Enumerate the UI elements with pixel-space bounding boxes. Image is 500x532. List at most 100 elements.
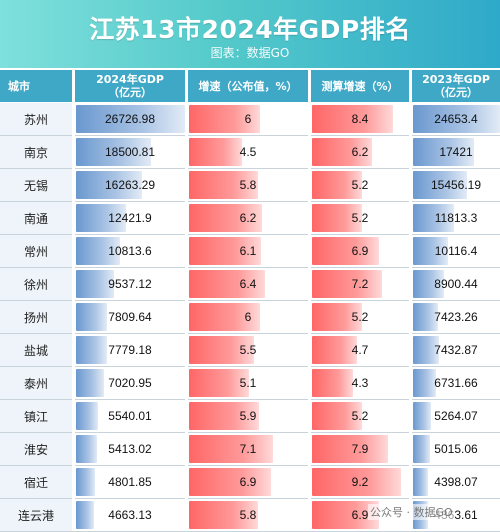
growth-bar bbox=[189, 303, 260, 331]
gdp2023-value: 5015.06 bbox=[434, 442, 478, 456]
calc-growth-bar bbox=[312, 435, 388, 463]
calc-growth-value: 7.2 bbox=[351, 277, 369, 291]
growth-value: 6.2 bbox=[239, 211, 257, 225]
gdp2024-value: 4801.85 bbox=[108, 475, 152, 489]
page-subtitle: 图表：数据GO bbox=[210, 46, 290, 60]
gdp2024-bar bbox=[76, 435, 97, 463]
gdp2024-value: 5413.02 bbox=[108, 442, 152, 456]
gdp2023-value: 6731.66 bbox=[434, 376, 478, 390]
title-banner: 江苏13市2024年GDP排名 图表：数据GO bbox=[0, 0, 500, 68]
gdp2024-value: 7020.95 bbox=[108, 376, 152, 390]
row-divider bbox=[0, 234, 500, 235]
growth-value: 6 bbox=[244, 112, 252, 126]
growth-value: 5.9 bbox=[239, 409, 257, 423]
gdp2023-bar bbox=[413, 336, 439, 364]
calc-growth-bar bbox=[312, 270, 382, 298]
growth-bar bbox=[189, 171, 258, 199]
gdp2024-value: 26726.98 bbox=[104, 112, 156, 126]
column-divider bbox=[185, 102, 188, 530]
city-cell: 南京 bbox=[0, 136, 72, 168]
gdp2023-value: 11813.3 bbox=[434, 211, 478, 225]
city-cell: 徐州 bbox=[0, 268, 72, 300]
gdp2023-bar bbox=[413, 303, 438, 331]
row-divider bbox=[0, 333, 500, 334]
row-divider bbox=[0, 168, 500, 169]
watermark-text: 公众号 · 数据GO bbox=[368, 504, 455, 520]
calc-growth-bar bbox=[312, 105, 393, 133]
gdp2024-bar bbox=[76, 138, 151, 166]
row-divider bbox=[0, 498, 500, 499]
growth-value: 6.1 bbox=[239, 244, 257, 258]
gdp2024-value: 18500.81 bbox=[104, 145, 156, 159]
gdp2023-value: 7432.87 bbox=[434, 343, 478, 357]
gdp2024-bar bbox=[76, 369, 104, 397]
calc-growth-bar bbox=[312, 402, 362, 430]
gdp2023-bar bbox=[413, 237, 448, 265]
gdp2023-bar bbox=[413, 105, 500, 133]
gdp2024-bar bbox=[76, 171, 142, 199]
calc-growth-value: 9.2 bbox=[351, 475, 369, 489]
growth-value: 5.1 bbox=[239, 376, 257, 390]
growth-value: 4.5 bbox=[239, 145, 257, 159]
gdp2023-value: 10116.4 bbox=[434, 244, 478, 258]
growth-bar bbox=[189, 402, 259, 430]
city-cell: 扬州 bbox=[0, 301, 72, 333]
row-divider bbox=[0, 300, 500, 301]
city-cell: 无锡 bbox=[0, 169, 72, 201]
calc-growth-value: 7.9 bbox=[351, 442, 369, 456]
gdp2023-bar bbox=[413, 171, 467, 199]
gdp2024-bar bbox=[76, 105, 185, 133]
column-header-gdp2023-label: 2023年GDP （亿元） bbox=[422, 73, 490, 99]
calc-growth-bar bbox=[312, 501, 379, 529]
calc-growth-value: 6.9 bbox=[351, 508, 369, 522]
column-header-growth: 增速（公布值，%） bbox=[188, 70, 308, 102]
gdp2024-bar bbox=[76, 204, 126, 232]
calc-growth-value: 5.2 bbox=[351, 409, 369, 423]
gdp2024-bar bbox=[76, 336, 107, 364]
city-cell: 宿迁 bbox=[0, 466, 72, 498]
growth-bar bbox=[189, 138, 242, 166]
gdp2024-bar bbox=[76, 402, 98, 430]
row-divider bbox=[0, 432, 500, 433]
growth-bar bbox=[189, 369, 249, 397]
calc-growth-value: 4.7 bbox=[351, 343, 369, 357]
city-cell: 常州 bbox=[0, 235, 72, 267]
city-cell: 淮安 bbox=[0, 433, 72, 465]
calc-growth-value: 6.9 bbox=[351, 244, 369, 258]
growth-bar bbox=[189, 336, 254, 364]
column-header-gdp2024: 2024年GDP （亿元） bbox=[75, 70, 185, 102]
city-cell: 苏州 bbox=[0, 103, 72, 135]
gdp2023-value: 17421 bbox=[439, 145, 473, 159]
column-header-gdp2024-label: 2024年GDP （亿元） bbox=[96, 73, 164, 99]
gdp2023-bar bbox=[413, 402, 431, 430]
growth-bar bbox=[189, 468, 271, 496]
gdp2023-value: 15456.19 bbox=[430, 178, 482, 192]
gdp2024-value: 7779.18 bbox=[108, 343, 152, 357]
gdp2024-value: 10813.6 bbox=[108, 244, 152, 258]
row-divider bbox=[0, 267, 500, 268]
page-title: 江苏13市2024年GDP排名 bbox=[89, 15, 411, 44]
gdp2024-value: 12421.9 bbox=[108, 211, 152, 225]
calc-growth-bar bbox=[312, 468, 401, 496]
calc-growth-value: 5.2 bbox=[351, 178, 369, 192]
calc-growth-bar bbox=[312, 204, 362, 232]
gdp2023-value: 5264.07 bbox=[434, 409, 478, 423]
gdp2023-bar bbox=[413, 369, 436, 397]
city-cell: 泰州 bbox=[0, 367, 72, 399]
gdp2023-value: 24653.4 bbox=[434, 112, 478, 126]
growth-value: 7.1 bbox=[239, 442, 257, 456]
growth-bar bbox=[189, 105, 260, 133]
calc-growth-value: 5.2 bbox=[351, 310, 369, 324]
gdp2024-value: 16263.29 bbox=[104, 178, 156, 192]
row-divider bbox=[0, 135, 500, 136]
gdp2023-bar bbox=[413, 435, 430, 463]
column-divider bbox=[308, 102, 311, 530]
calc-growth-value: 6.2 bbox=[351, 145, 369, 159]
growth-value: 6.4 bbox=[239, 277, 257, 291]
gdp2024-value: 5540.01 bbox=[108, 409, 152, 423]
city-cell: 南通 bbox=[0, 202, 72, 234]
gdp2023-bar bbox=[413, 138, 474, 166]
gdp2024-bar bbox=[76, 468, 95, 496]
calc-growth-bar bbox=[312, 237, 379, 265]
gdp2024-bar bbox=[76, 237, 120, 265]
